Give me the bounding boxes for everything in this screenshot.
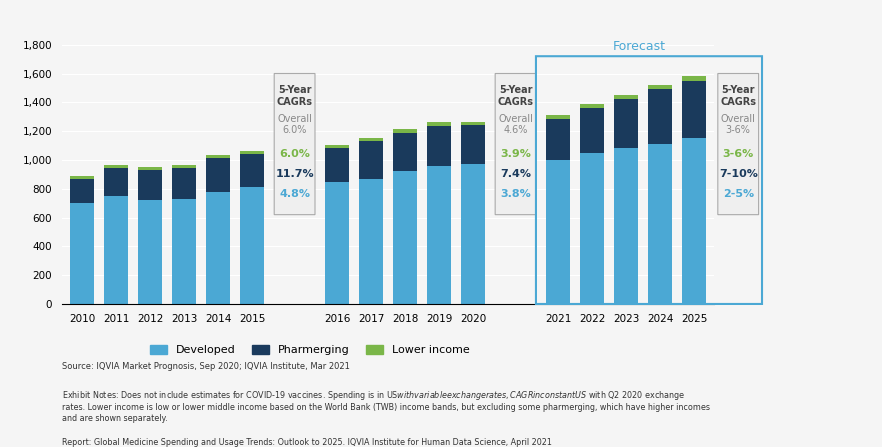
Bar: [206, 158, 230, 192]
Bar: [614, 99, 638, 148]
Bar: [682, 81, 706, 138]
Bar: [359, 141, 383, 179]
Text: 6.0%: 6.0%: [280, 149, 310, 159]
Bar: [682, 138, 706, 304]
Bar: [614, 148, 638, 304]
Bar: [682, 76, 706, 81]
Bar: [427, 166, 451, 304]
Text: 5-Year
CAGRs: 5-Year CAGRs: [497, 85, 534, 107]
Bar: [206, 155, 230, 158]
Text: 5-Year
CAGRs: 5-Year CAGRs: [277, 85, 312, 107]
Text: Exhibit Notes: Does not include estimates for COVID-19 vaccines. Spending is in : Exhibit Notes: Does not include estimate…: [62, 389, 710, 423]
Bar: [461, 164, 485, 304]
Text: Overall
6.0%: Overall 6.0%: [277, 114, 312, 135]
Bar: [648, 89, 672, 144]
Bar: [546, 119, 570, 160]
Bar: [359, 138, 383, 141]
Text: 3-6%: 3-6%: [722, 149, 754, 159]
Bar: [393, 129, 417, 133]
Bar: [138, 199, 162, 304]
Text: Source: IQVIA Market Prognosis, Sep 2020; IQVIA Institute, Mar 2021: Source: IQVIA Market Prognosis, Sep 2020…: [62, 362, 349, 371]
Bar: [461, 125, 485, 164]
Bar: [427, 126, 451, 166]
Text: 7.4%: 7.4%: [500, 169, 531, 179]
Bar: [71, 203, 94, 304]
Bar: [393, 133, 417, 172]
Text: 2-5%: 2-5%: [722, 190, 754, 199]
Bar: [325, 148, 349, 181]
FancyBboxPatch shape: [495, 73, 536, 215]
Bar: [461, 122, 485, 125]
Bar: [172, 168, 196, 199]
Bar: [648, 85, 672, 89]
FancyBboxPatch shape: [274, 73, 315, 215]
Legend: Developed, Pharmerging, Lower income: Developed, Pharmerging, Lower income: [150, 346, 469, 355]
Text: Report: Global Medicine Spending and Usage Trends: Outlook to 2025. IQVIA Instit: Report: Global Medicine Spending and Usa…: [62, 438, 551, 447]
Bar: [359, 179, 383, 304]
Bar: [104, 165, 128, 168]
Text: Overall
3-6%: Overall 3-6%: [721, 114, 756, 135]
Bar: [580, 104, 604, 108]
Bar: [325, 181, 349, 304]
Bar: [648, 144, 672, 304]
Bar: [172, 199, 196, 304]
Bar: [580, 108, 604, 153]
Text: 7-10%: 7-10%: [719, 169, 758, 179]
Bar: [71, 176, 94, 179]
Text: 3.9%: 3.9%: [500, 149, 531, 159]
Bar: [393, 172, 417, 304]
Bar: [546, 115, 570, 119]
Text: 11.7%: 11.7%: [275, 169, 314, 179]
Bar: [104, 168, 128, 196]
Bar: [546, 160, 570, 304]
Bar: [104, 196, 128, 304]
Bar: [427, 122, 451, 126]
Bar: [240, 154, 264, 187]
FancyBboxPatch shape: [718, 73, 759, 215]
Text: Overall
4.6%: Overall 4.6%: [498, 114, 533, 135]
Text: 5-Year
CAGRs: 5-Year CAGRs: [721, 85, 756, 107]
Bar: [240, 151, 264, 154]
Bar: [206, 192, 230, 304]
Text: Forecast: Forecast: [612, 40, 665, 53]
Text: 3.8%: 3.8%: [500, 190, 531, 199]
Bar: [240, 187, 264, 304]
Text: 4.8%: 4.8%: [279, 190, 310, 199]
Bar: [138, 170, 162, 199]
Bar: [614, 95, 638, 99]
Bar: [71, 179, 94, 203]
Bar: [580, 153, 604, 304]
Bar: [325, 145, 349, 148]
Bar: [172, 164, 196, 168]
Bar: [138, 167, 162, 170]
